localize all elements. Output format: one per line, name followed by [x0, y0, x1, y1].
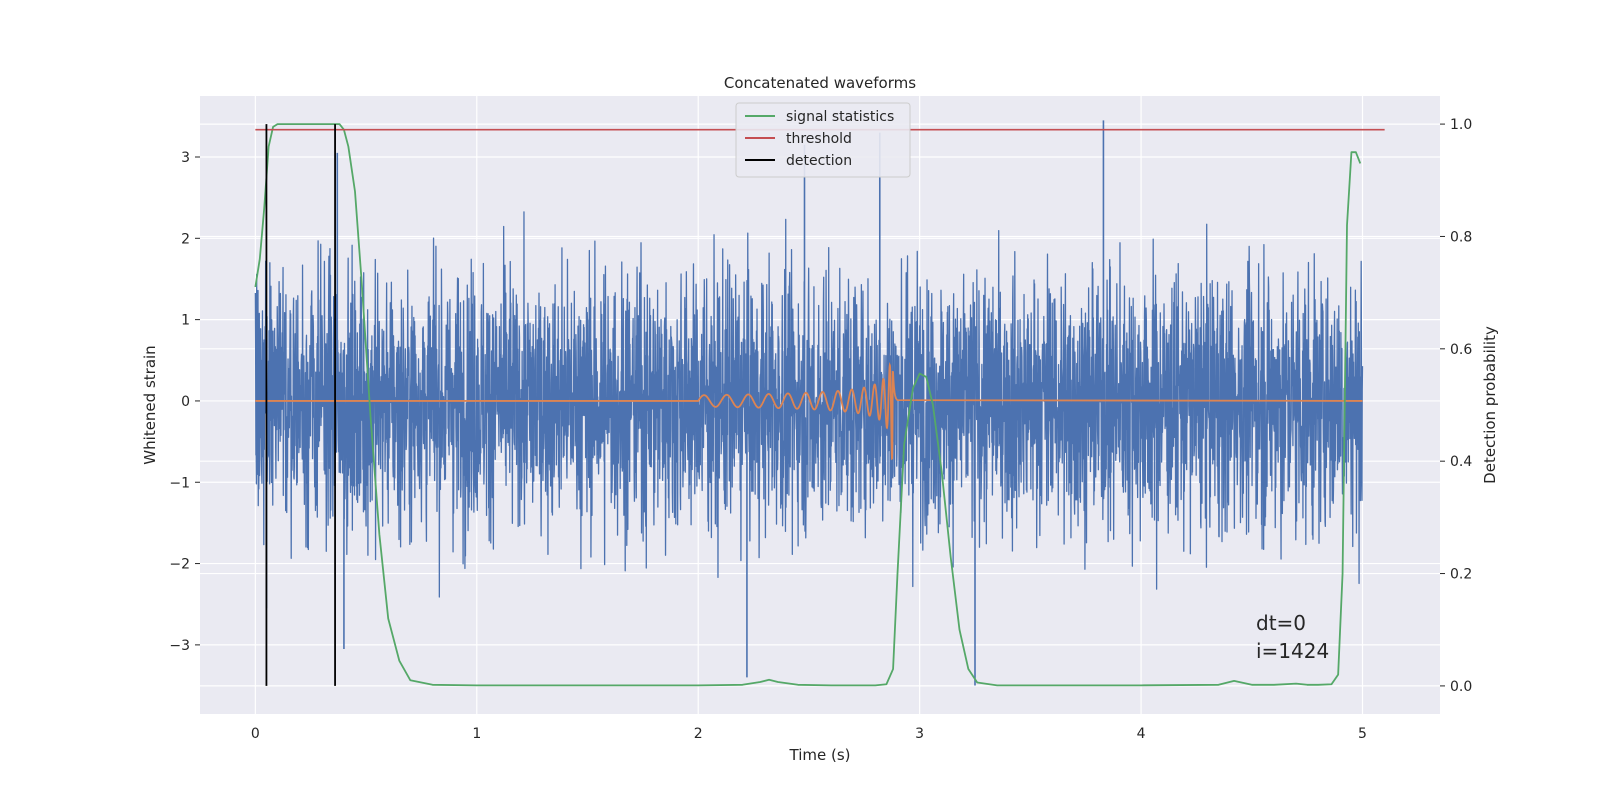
annotation-index: i=1424 — [1256, 639, 1329, 663]
x-tick-label: 5 — [1358, 726, 1367, 742]
x-tick-label: 0 — [251, 726, 260, 742]
y-right-tick-label: 0.4 — [1450, 454, 1472, 470]
y-left-axis-ticks: −3 −2 −1 0 1 2 3 — [169, 150, 200, 654]
y-left-tick-label: −2 — [169, 557, 190, 573]
y-right-axis-ticks: 0.0 0.2 0.4 0.6 0.8 1.0 — [1440, 117, 1472, 695]
legend-label-signal-statistics: signal statistics — [786, 109, 894, 125]
strain-line — [254, 211, 1364, 598]
signal-statistics-series — [254, 123, 1362, 687]
injection-series — [255, 361, 1363, 461]
y-left-tick-label: 2 — [181, 231, 190, 247]
y-right-tick-label: 1.0 — [1450, 117, 1472, 133]
x-tick-label: 1 — [472, 726, 481, 742]
legend: signal statistics threshold detection — [735, 102, 911, 178]
y-right-tick-label: 0.8 — [1450, 229, 1472, 245]
y-left-tick-label: 1 — [181, 313, 190, 329]
legend-label-threshold: threshold — [786, 131, 852, 147]
y-right-tick-label: 0.6 — [1450, 342, 1472, 358]
chart-title: Concatenated waveforms — [724, 74, 916, 92]
y-left-tick-label: −3 — [169, 638, 190, 654]
x-axis-label: Time (s) — [789, 746, 851, 764]
signal-statistics-line — [254, 123, 1362, 687]
y-right-tick-label: 0.0 — [1450, 679, 1472, 695]
y-left-tick-label: −1 — [169, 475, 190, 491]
x-tick-label: 2 — [694, 726, 703, 742]
x-axis-ticks: 0 1 2 3 4 5 — [251, 726, 1367, 742]
x-tick-label: 4 — [1137, 726, 1146, 742]
legend-box — [735, 102, 911, 178]
injection-line — [255, 361, 1363, 461]
x-tick-label: 3 — [915, 726, 924, 742]
detection-series — [265, 124, 336, 686]
y-left-tick-label: 0 — [181, 394, 190, 410]
y-left-axis-label: Whitened strain — [141, 345, 159, 464]
y-right-axis-label: Detection probability — [1481, 326, 1499, 484]
annotation-dt: dt=0 — [1256, 611, 1306, 635]
legend-label-detection: detection — [786, 153, 852, 169]
y-left-tick-label: 3 — [181, 150, 190, 166]
y-right-tick-label: 0.2 — [1450, 567, 1472, 583]
